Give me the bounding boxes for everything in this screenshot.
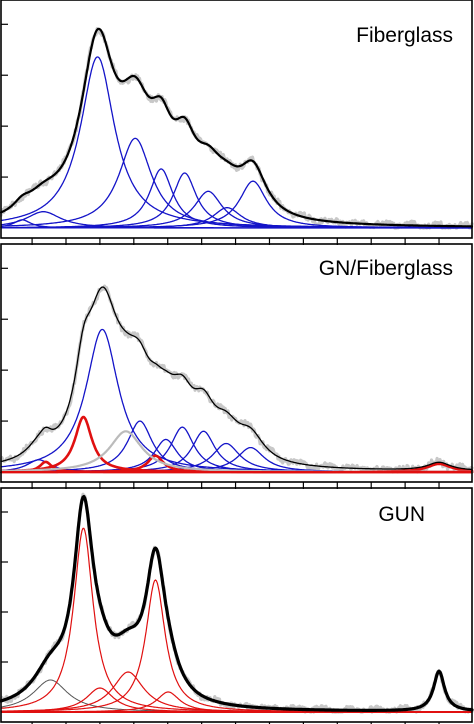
raw-spectrum-line [0,27,474,230]
panel-frame [0,243,473,483]
panel-label-fiberglass: Fiberglass [356,24,453,47]
panel-gun: GUN [0,487,474,724]
panel-frame [0,0,473,239]
envelope-line [0,495,474,712]
raw-spectrum-line [0,492,474,714]
component-peak-1 [0,527,473,713]
component-peak-4 [0,168,473,229]
panel-fiberglass: Fiberglass [0,0,474,245]
envelope-line [0,27,474,228]
component-peak-3 [0,137,473,229]
panel-frame [0,487,473,723]
envelope-line [0,286,473,471]
component-peak-8 [0,180,473,229]
component-peak-9 [0,415,474,474]
panel-label-gn-fiberglass: GN/Fiberglass [319,257,453,280]
panel-gn-fiberglass: GN/Fiberglass [0,243,474,489]
raw-spectrum-line [0,284,474,474]
panel-label-gun: GUN [378,503,425,526]
